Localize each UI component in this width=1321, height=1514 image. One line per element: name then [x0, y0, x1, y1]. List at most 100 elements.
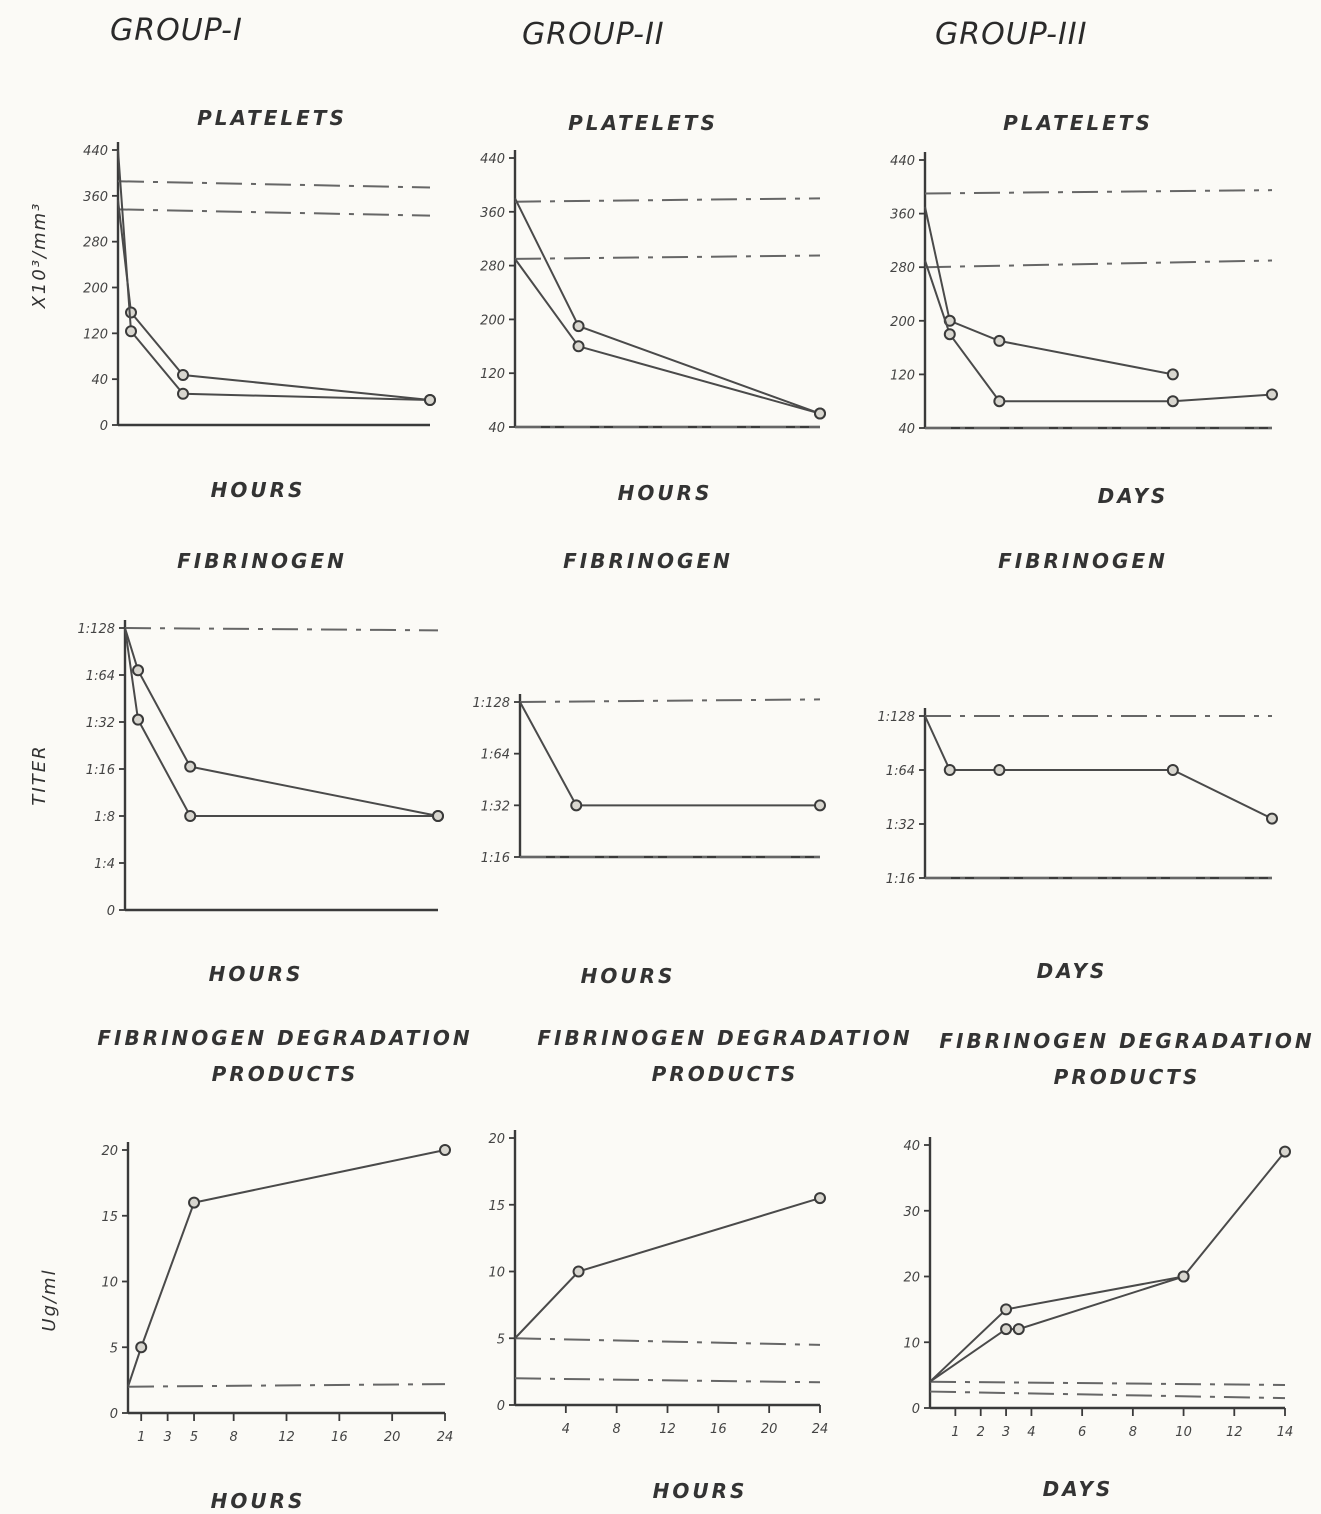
data-point: [1000, 1323, 1013, 1336]
chart-title: PLATELETS: [568, 111, 718, 135]
y-tick-label: 0: [912, 1402, 920, 1417]
chart-panel: FIBRINOGEN 0 1:4 1:8 1:16 1:32 1:64 1:128 HOURS T…: [29, 549, 444, 986]
y-tick-label: 360: [890, 208, 915, 223]
y-tick-label: 15: [101, 1210, 118, 1225]
reference-line: [514, 1337, 821, 1346]
x-tick-label: 3: [1002, 1425, 1010, 1440]
data-point: [993, 764, 1006, 776]
x-axis-label: HOURS: [653, 1479, 748, 1503]
y-tick-label: 0: [497, 1399, 505, 1414]
reference-line: [514, 1377, 821, 1384]
data-point: [814, 1192, 826, 1205]
data-point: [993, 334, 1006, 347]
y-tick-label: 200: [480, 313, 505, 328]
series-line: [929, 1150, 1286, 1383]
data-point: [572, 340, 585, 353]
x-tick-label: 8: [1129, 1425, 1137, 1440]
series-line: [924, 206, 1174, 376]
data-point: [1166, 395, 1179, 408]
y-axis-label: X10³/mm³: [29, 202, 50, 310]
data-point: [1177, 1270, 1190, 1283]
x-tick-label: 12: [278, 1430, 295, 1445]
y-tick-label: 0: [110, 1407, 118, 1422]
x-tick-label: 16: [331, 1430, 348, 1445]
y-tick-label: 40: [91, 373, 108, 388]
x-axis-label: DAYS: [1043, 1477, 1114, 1501]
x-tick-label: 20: [384, 1430, 401, 1445]
y-tick-label: 360: [480, 206, 505, 221]
y-tick-label: 5: [110, 1341, 118, 1356]
series-line: [519, 701, 820, 807]
x-tick-label: 8: [613, 1422, 621, 1437]
y-tick-label: 1:64: [481, 748, 510, 763]
chart-title: FIBRINOGEN DEGRADATION: [537, 1026, 912, 1050]
y-tick-label: 1:32: [481, 799, 510, 814]
reference-line: [117, 208, 431, 217]
reference-line: [117, 180, 431, 189]
reference-line: [929, 1380, 1286, 1386]
y-axis-label: TITER: [29, 744, 50, 805]
y-tick-label: 40: [903, 1139, 920, 1154]
y-tick-label: 120: [890, 368, 915, 383]
y-tick-label: 1:128: [473, 696, 510, 711]
data-point: [1266, 388, 1278, 401]
data-point: [184, 760, 197, 773]
data-point: [439, 1144, 451, 1156]
y-tick-label: 30: [903, 1205, 920, 1220]
data-point: [132, 664, 145, 677]
data-point: [132, 713, 145, 726]
y-tick-label: 1:128: [878, 710, 915, 725]
x-tick-label: 4: [562, 1422, 570, 1437]
data-point: [943, 764, 956, 776]
y-tick-label: 440: [83, 144, 108, 159]
reference-line: [514, 197, 821, 203]
data-point: [1166, 368, 1179, 381]
series-line: [124, 627, 438, 817]
y-tick-label: 40: [898, 422, 915, 437]
chart-title: FIBRINOGEN DEGRADATION: [97, 1026, 472, 1050]
y-tick-label: 360: [83, 190, 108, 205]
y-tick-label: 1:32: [86, 716, 115, 731]
y-tick-label: 280: [83, 236, 108, 251]
group-title: GROUP-I: [110, 13, 243, 48]
chart-title: FIBRINOGEN DEGRADATION: [939, 1029, 1314, 1053]
data-point: [1166, 764, 1179, 776]
series-line: [127, 1149, 446, 1388]
y-tick-label: 1:128: [78, 622, 115, 637]
y-tick-label: 0: [107, 904, 115, 919]
series-line: [514, 197, 821, 415]
y-tick-label: 200: [890, 315, 915, 330]
y-tick-label: 1:16: [481, 851, 510, 866]
y-tick-label: 0: [100, 419, 108, 434]
x-axis-label: DAYS: [1098, 484, 1169, 508]
data-point: [432, 810, 444, 822]
x-tick-label: 12: [1226, 1425, 1243, 1440]
x-tick-label: 4: [1027, 1425, 1035, 1440]
data-point: [177, 387, 189, 400]
y-tick-label: 20: [903, 1271, 920, 1286]
x-axis-label: HOURS: [211, 478, 306, 502]
series-line: [117, 199, 431, 401]
x-tick-label: 1: [137, 1430, 145, 1445]
reference-line: [124, 627, 439, 632]
y-tick-label: 1:64: [886, 764, 915, 779]
data-point: [125, 306, 137, 319]
chart-panel: FIBRINOGEN 1:16 1:32 1:64 1:128 HOURS: [473, 549, 826, 988]
chart-panel: FIBRINOGEN DEGRADATION PRODUCTS 0 5 10 15 20 1 3…: [39, 1026, 472, 1513]
data-point: [1279, 1145, 1291, 1158]
group-title: GROUP-II: [522, 17, 665, 52]
chart-panel: FIBRINOGEN 1:16 1:32 1:64 1:128 DAYS: [878, 549, 1278, 983]
y-tick-label: 1:64: [86, 669, 115, 684]
data-point: [1012, 1323, 1025, 1336]
chart-panel: PLATELETS 40 120 200 280 360 440 HOURS: [480, 111, 826, 505]
data-point: [424, 394, 436, 406]
chart-title: PRODUCTS: [1054, 1065, 1201, 1089]
data-point: [993, 395, 1006, 408]
chart-title: PRODUCTS: [212, 1062, 359, 1086]
chart-panel: FIBRINOGEN DEGRADATION PRODUCTS 0 10 20 30 40 1…: [903, 1029, 1314, 1501]
y-tick-label: 20: [488, 1132, 505, 1147]
series-line: [929, 1275, 1184, 1383]
x-tick-label: 14: [1277, 1425, 1294, 1440]
y-tick-label: 5: [497, 1332, 505, 1347]
